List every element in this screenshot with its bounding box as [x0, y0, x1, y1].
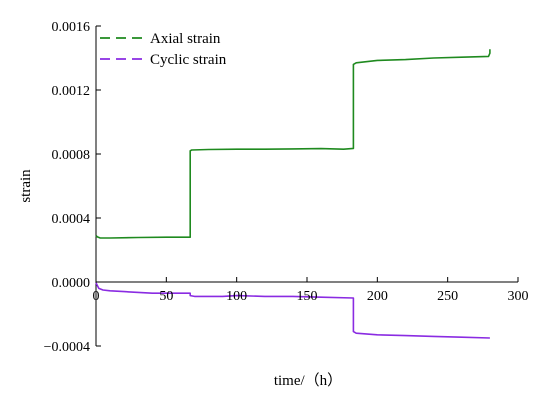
- x-axis-title: time/（h）: [274, 372, 342, 389]
- y-axis-ticks: −0.0004 0.0000 0.0004 0.0008 0.0012 0.0016: [44, 20, 101, 355]
- x-tick-label: 250: [437, 289, 458, 304]
- y-tick-label: 0.0004: [52, 212, 91, 227]
- x-tick-label: 0: [93, 289, 100, 304]
- y-tick-label: 0.0016: [52, 20, 91, 35]
- x-axis-ticks: 0 50 100 150 200 250 300: [93, 277, 529, 304]
- series-line-axial-strain: [95, 49, 491, 239]
- y-tick-label: −0.0004: [44, 340, 90, 355]
- y-axis-title: strain: [18, 169, 34, 203]
- series-line-cyclic-strain: [95, 282, 490, 339]
- series-layer: [95, 49, 491, 339]
- x-tick-label: 100: [226, 289, 247, 304]
- legend-label: Cyclic strain: [150, 52, 227, 68]
- x-tick-label: 300: [508, 289, 529, 304]
- x-tick-label: 50: [159, 289, 173, 304]
- y-tick-label: 0.0000: [52, 276, 91, 291]
- x-tick-label: 150: [297, 289, 318, 304]
- y-tick-label: 0.0012: [52, 84, 91, 99]
- y-tick-label: 0.0008: [52, 148, 91, 163]
- legend-label: Axial strain: [150, 31, 221, 47]
- x-tick-label: 200: [367, 289, 388, 304]
- legend: Axial strain Cyclic strain: [100, 31, 227, 68]
